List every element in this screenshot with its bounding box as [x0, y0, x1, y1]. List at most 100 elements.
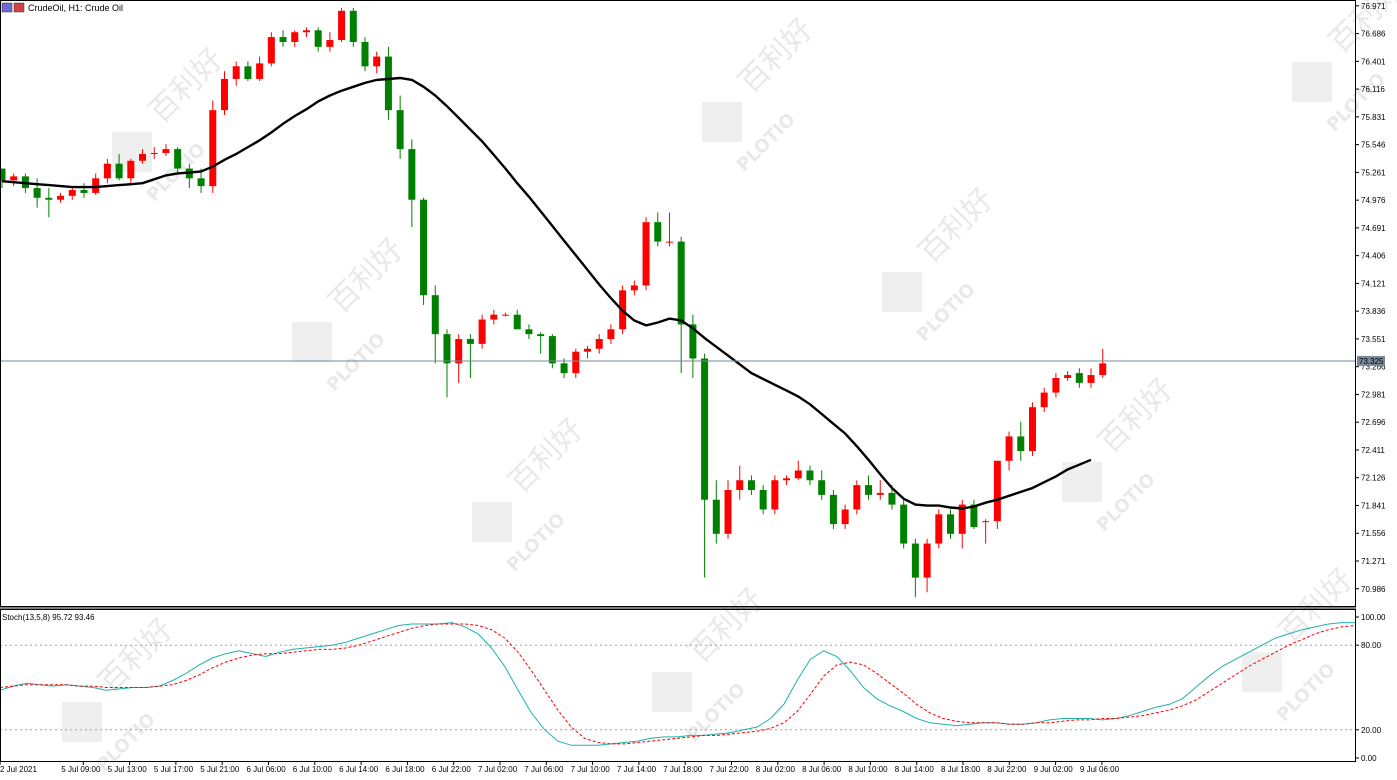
price-tick-label: 73.266 — [1361, 363, 1386, 372]
candle — [127, 158, 135, 184]
stoch-tick-label: 80.00 — [1361, 641, 1382, 650]
stoch-tick-label: 100.00 — [1361, 613, 1386, 622]
candle — [572, 348, 580, 378]
candle — [80, 183, 88, 198]
svg-text:百利好: 百利好 — [322, 232, 410, 320]
candle — [232, 61, 240, 86]
price-tick-label: 76.401 — [1361, 57, 1386, 66]
candle — [115, 153, 123, 181]
price-tick-label: 75.546 — [1361, 141, 1386, 150]
candle — [642, 217, 650, 291]
candle — [478, 314, 486, 349]
price-tick-label: 74.976 — [1361, 196, 1386, 205]
time-tick-label: 8 Jul 06:00 — [802, 765, 842, 774]
price-tick-label: 76.116 — [1361, 85, 1385, 94]
time-tick-label: 7 Jul 06:00 — [524, 765, 564, 774]
candle — [865, 475, 873, 500]
candles-layer — [0, 7, 1107, 598]
time-tick-label: 6 Jul 18:00 — [385, 765, 425, 774]
candle — [267, 32, 275, 67]
time-tick-label: 5 Jul 13:00 — [108, 765, 148, 774]
candle — [408, 139, 416, 228]
candle — [993, 460, 1001, 529]
price-tick-label: 73.551 — [1361, 335, 1386, 344]
symbol-icon — [13, 2, 25, 13]
symbol-label: CrudeOil, H1: Crude Oil — [28, 3, 123, 13]
candle — [584, 345, 591, 359]
candle — [947, 509, 955, 539]
candle — [431, 285, 439, 364]
chart-header: CrudeOil, H1: Crude Oil — [1, 2, 123, 13]
candle — [455, 334, 463, 383]
svg-text:73.325: 73.325 — [1359, 357, 1384, 366]
svg-text:PLOTIO: PLOTIO — [1093, 469, 1160, 536]
candle — [244, 61, 252, 81]
candle — [829, 489, 837, 529]
candle — [338, 7, 346, 42]
price-tick-label: 74.406 — [1361, 252, 1386, 261]
candle — [256, 56, 264, 81]
svg-text:百利好: 百利好 — [912, 182, 1000, 270]
candle — [1099, 348, 1107, 378]
time-tick-label: 9 Jul 06:00 — [1080, 765, 1120, 774]
candle — [103, 158, 111, 184]
time-tick-label: 7 Jul 14:00 — [617, 765, 657, 774]
watermark: PLOTIO 百利好 — [1062, 372, 1181, 536]
svg-text:百利好: 百利好 — [682, 582, 770, 670]
svg-text:百利好: 百利好 — [1092, 372, 1180, 460]
candle — [349, 7, 357, 47]
time-tick-label: 8 Jul 18:00 — [941, 765, 981, 774]
price-tick-label: 76.971 — [1361, 2, 1386, 11]
candle — [33, 178, 41, 208]
candle — [982, 519, 990, 544]
candle — [57, 192, 65, 203]
price-tick-label: 72.411 — [1361, 446, 1385, 455]
candle — [724, 480, 732, 539]
time-tick-label: 8 Jul 22:00 — [987, 765, 1027, 774]
candle — [689, 314, 697, 378]
stoch-main-line — [0, 622, 1355, 746]
price-axis: 76.971 76.686 76.401 76.116 75.831 75.546 75.2… — [1355, 2, 1386, 594]
candle — [150, 147, 158, 159]
main-chart-frame — [0, 0, 1356, 607]
candle — [537, 332, 545, 354]
candle — [1017, 421, 1025, 461]
candle — [490, 309, 498, 325]
price-tick-label: 72.981 — [1361, 390, 1386, 399]
candle — [665, 212, 673, 247]
time-tick-label: 7 Jul 02:00 — [478, 765, 518, 774]
time-tick-label: 5 Jul 17:00 — [154, 765, 194, 774]
time-tick-label: 5 Jul 09:00 — [61, 765, 101, 774]
candle — [0, 168, 6, 189]
candle — [45, 188, 53, 218]
candle — [911, 538, 919, 598]
candle — [876, 480, 884, 500]
candle — [384, 46, 392, 120]
candle — [373, 51, 381, 74]
time-tick-label: 6 Jul 10:00 — [293, 765, 333, 774]
svg-text:百利好: 百利好 — [142, 42, 230, 130]
candle — [443, 329, 451, 398]
candle — [794, 460, 802, 481]
svg-text:PLOTIO: PLOTIO — [1323, 69, 1390, 136]
candle — [548, 334, 556, 369]
price-tick-label: 71.271 — [1361, 557, 1386, 566]
candle — [174, 147, 182, 174]
price-tick-label: 75.831 — [1361, 113, 1386, 122]
candle — [935, 509, 943, 549]
candle — [92, 173, 100, 195]
candle — [314, 27, 322, 52]
time-tick-label: 8 Jul 02:00 — [756, 765, 796, 774]
time-tick-label: 8 Jul 10:00 — [848, 765, 888, 774]
candle — [220, 71, 228, 116]
price-tick-label: 74.691 — [1361, 224, 1386, 233]
candle — [466, 334, 474, 378]
candle — [326, 32, 334, 52]
candle — [291, 30, 299, 47]
time-tick-label: 9 Jul 02:00 — [1034, 765, 1074, 774]
price-tick-label: 71.841 — [1361, 501, 1386, 510]
